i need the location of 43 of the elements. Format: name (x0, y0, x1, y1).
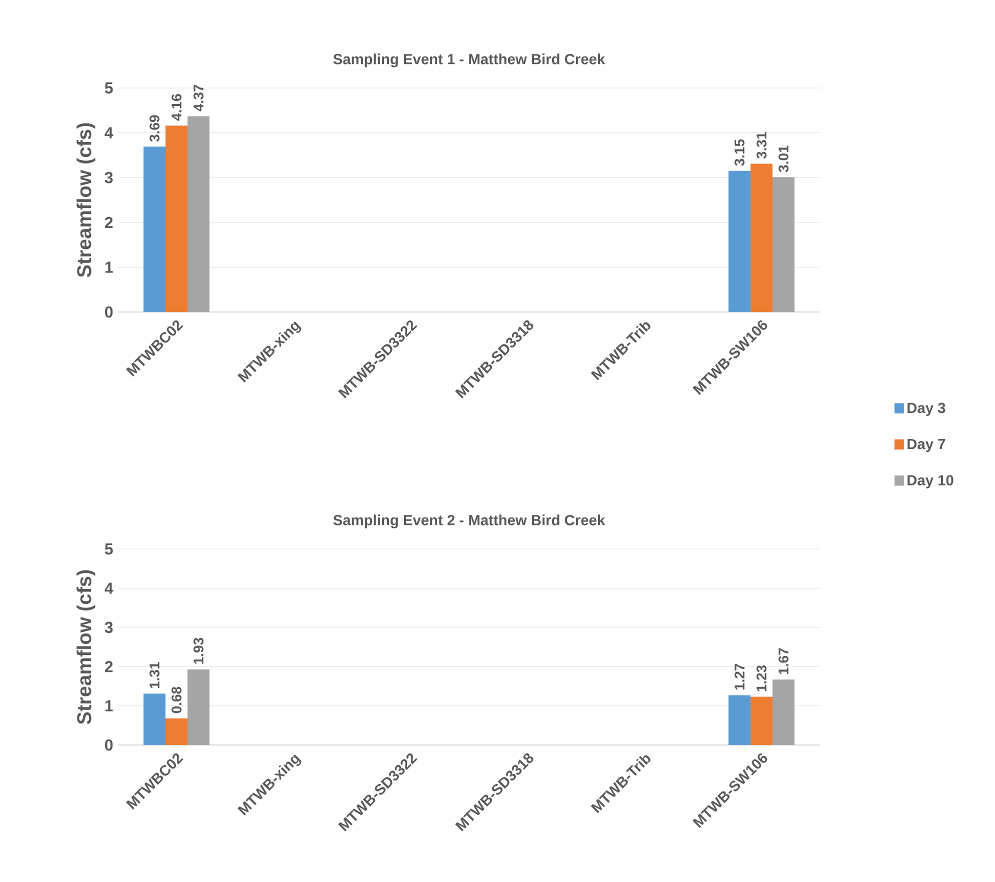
bar (166, 126, 188, 312)
data-label: 1.27 (734, 664, 744, 690)
y-tick-label: 2 (104, 661, 113, 672)
data-label: 1.31 (150, 662, 160, 688)
data-label: 4.16 (172, 94, 182, 121)
y-tick-label: 1 (105, 700, 113, 712)
chart-title: Sampling Event 2 - Matthew Bird Creek (333, 514, 606, 528)
legend-label: Day 3 (908, 402, 946, 416)
bar (750, 696, 772, 745)
chart-title: Sampling Event 1 - Matthew Bird Creek (333, 54, 606, 68)
bar (166, 718, 188, 745)
data-label: 3.01 (778, 146, 788, 172)
y-tick-label: 3 (104, 172, 113, 184)
legend-label: Day 10 (908, 475, 954, 488)
y-tick-label: 2 (104, 216, 113, 228)
data-label: 3.31 (756, 132, 766, 159)
data-label: 0.68 (172, 686, 182, 714)
y-tick-label: 5 (104, 543, 113, 555)
y-tick-label: 5 (104, 82, 113, 94)
y-tick-label: 0 (105, 739, 113, 751)
bar (188, 116, 210, 312)
bar (144, 146, 166, 312)
bar (772, 680, 794, 745)
data-label: 3.69 (150, 115, 160, 142)
y-tick-label: 4 (104, 582, 114, 594)
data-label: 3.15 (734, 139, 744, 166)
bar (772, 177, 794, 312)
legend-label: Day 7 (908, 438, 946, 452)
bar (728, 170, 751, 312)
bar (728, 695, 751, 745)
data-label: 4.37 (194, 84, 204, 112)
data-label: 1.67 (778, 648, 788, 674)
y-tick-label: 1 (105, 262, 113, 273)
y-axis-title: Streamflow (cfs) (76, 123, 96, 278)
y-axis-title: Streamflow (cfs) (76, 570, 96, 724)
y-tick-label: 4 (104, 127, 114, 138)
data-label: 1.23 (756, 665, 766, 692)
data-label: 1.93 (194, 638, 204, 664)
bar (188, 669, 210, 745)
bar (750, 164, 772, 312)
y-tick-label: 3 (104, 622, 113, 634)
bar (144, 694, 166, 745)
y-tick-label: 0 (105, 306, 113, 318)
